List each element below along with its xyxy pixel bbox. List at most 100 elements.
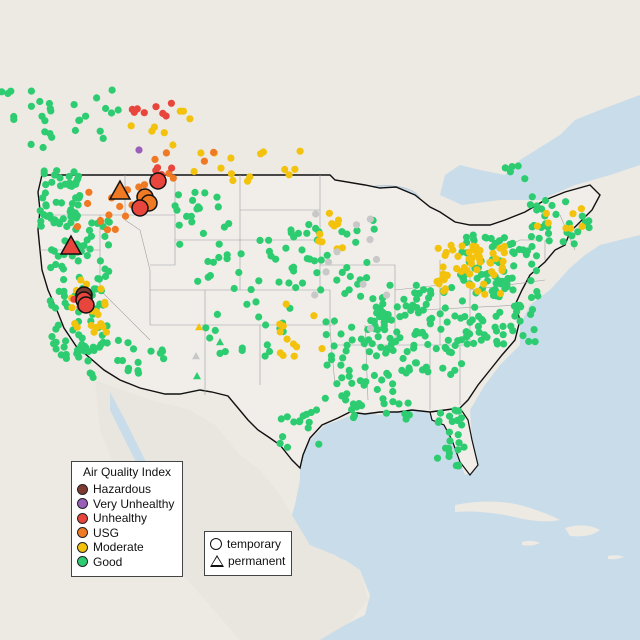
monitor-point [36,207,44,215]
monitor-point [535,234,543,242]
monitor-point [265,236,273,244]
monitor-point [330,317,338,325]
monitor-point [346,272,354,281]
monitor-point [322,331,330,339]
monitor-point [333,276,341,284]
monitor-point [46,130,54,138]
monitor-point [440,287,448,295]
monitor-point [348,406,356,414]
monitor-point [82,280,91,288]
monitor-point [466,318,474,326]
monitor-point [256,236,264,244]
monitor-point [338,374,346,382]
monitor-point [370,225,378,233]
monitor-point [519,332,527,340]
monitor-point [412,281,420,289]
monitor-point [413,295,421,303]
good-swatch [77,556,88,568]
monitor-point [447,349,455,357]
monitor-point [368,340,376,348]
monitor-point [507,322,515,330]
monitor-point [389,346,397,355]
monitor-point [287,226,295,234]
monitor-point [425,294,433,302]
monitor-point [542,209,550,217]
monitor-point [238,346,246,355]
monitor-point [67,206,75,214]
monitor-point [97,285,105,293]
monitor-point [376,304,384,312]
monitor-point [475,253,483,261]
monitor-point [454,446,462,454]
legend-item-temporary: temporary [205,535,291,552]
monitor-point [77,242,85,250]
monitor-point [169,174,177,182]
monitor-point [461,313,469,321]
monitor-point [528,260,536,268]
large-monitor-circle [131,199,149,217]
usg-swatch [77,527,88,539]
monitor-point [290,267,298,275]
monitor-point [36,97,44,106]
monitor-point [574,228,582,236]
monitor-point [199,229,207,237]
monitor-point [393,328,401,336]
monitor-point [342,396,350,404]
monitor-point [443,318,451,326]
monitor-point [303,255,311,263]
monitor-point [204,257,212,266]
monitor-point [59,215,67,223]
triangle-icon [210,554,224,567]
monitor-point [101,232,109,240]
monitor-point [40,170,48,178]
monitor-point [387,340,395,348]
monitor-point [105,211,113,219]
monitor-point [471,303,479,311]
monitor-point [339,354,347,362]
aqi-legend: Air Quality Index Hazardous Very Unhealt… [71,461,183,577]
monitor-point [402,302,410,310]
monitor-point [312,406,321,414]
monitor-point [436,409,445,417]
monitor-point [39,143,47,152]
monitor-point [68,304,76,312]
monitor-point [283,335,291,343]
monitor-point [363,258,371,267]
hispaniola [565,525,600,537]
monitor-point [76,116,84,124]
monitor-point [162,149,170,157]
monitor-point [283,443,292,451]
monitor-point [56,174,64,182]
monitor-point [281,165,289,174]
monitor-point [393,303,401,311]
monitor-point [206,334,214,342]
monitor-point [61,299,69,307]
monitor-point [225,220,233,228]
monitor-point [70,168,78,176]
monitor-point [578,222,586,231]
monitor-point [53,167,61,175]
monitor-point [466,330,474,338]
monitor-point [135,146,143,154]
monitor-point [82,112,90,120]
monitor-point [445,412,454,420]
monitor-point [377,343,385,351]
monitor-point [160,355,168,363]
monitor-point [243,177,252,185]
monitor-point [399,354,407,363]
monitor-point [401,410,409,418]
monitor-point [487,234,495,243]
monitor-point [452,407,461,415]
monitor-point [99,338,107,346]
monitor-point [434,244,442,252]
monitor-point [469,231,477,239]
monitor-point [548,201,556,210]
monitor-point [48,333,56,341]
monitor-point [265,347,274,356]
monitor-point [366,324,375,333]
monitor-point [439,364,447,372]
monitor-point [426,287,434,295]
monitor-point [411,330,419,339]
monitor-point [140,181,149,189]
monitor-point [311,291,319,299]
